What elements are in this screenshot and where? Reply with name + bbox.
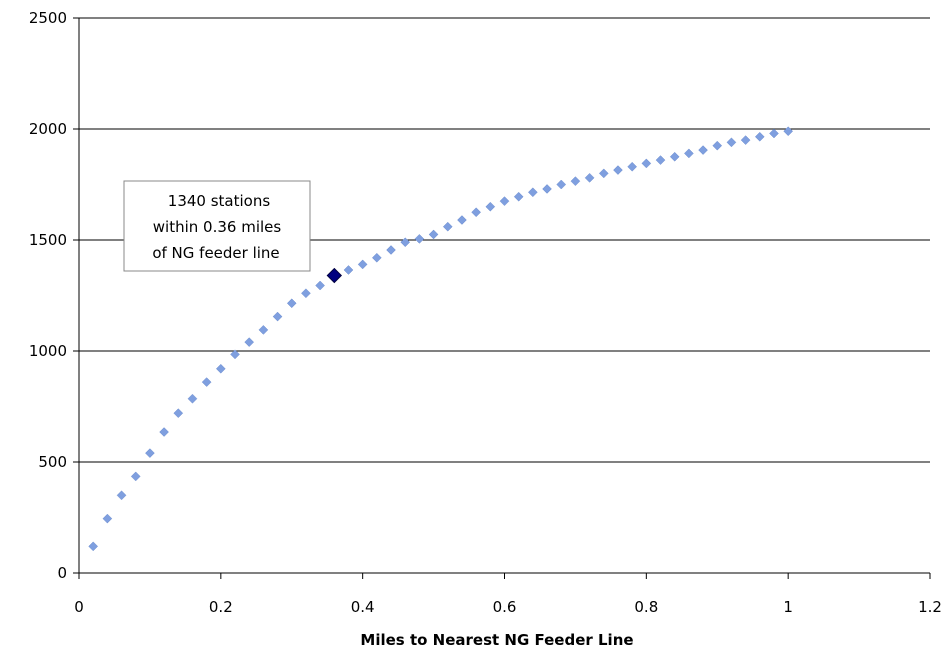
annotation: 1340 stations within 0.36 miles of NG fe… xyxy=(123,180,311,272)
data-point xyxy=(627,161,638,172)
annotation-line-3: of NG feeder line xyxy=(152,244,279,262)
data-point xyxy=(414,234,425,244)
y-tick-label: 500 xyxy=(38,453,67,471)
data-point xyxy=(116,490,127,501)
data-point xyxy=(201,377,212,387)
data-point xyxy=(528,187,538,198)
data-point xyxy=(471,207,481,218)
data-point xyxy=(783,126,794,137)
data-points xyxy=(88,126,794,552)
data-point xyxy=(88,541,99,552)
annotation-line-1: 1340 stations xyxy=(168,192,271,210)
x-tick-label: 1.2 xyxy=(918,598,942,616)
data-point xyxy=(145,448,155,458)
data-point xyxy=(187,393,198,404)
annotation-box xyxy=(123,180,311,272)
x-tick-label: 0.8 xyxy=(634,598,658,616)
data-point xyxy=(301,288,311,299)
data-point xyxy=(315,280,325,291)
data-point xyxy=(613,165,623,175)
data-point xyxy=(684,148,694,159)
x-tick-label: 0 xyxy=(74,598,84,616)
y-tick-label: 1500 xyxy=(29,231,67,249)
data-point xyxy=(698,145,708,155)
data-point xyxy=(584,172,595,183)
data-point xyxy=(428,229,439,240)
data-point xyxy=(556,179,567,190)
data-point xyxy=(641,158,652,169)
data-point xyxy=(343,265,354,275)
y-tick-label: 0 xyxy=(57,564,67,582)
data-point xyxy=(130,471,141,482)
data-point xyxy=(357,259,368,270)
data-point xyxy=(655,155,666,165)
data-point xyxy=(740,135,751,145)
data-point xyxy=(542,184,552,194)
data-point xyxy=(754,131,765,142)
data-point xyxy=(371,252,382,263)
data-point xyxy=(244,337,255,347)
data-point xyxy=(230,349,240,360)
data-point xyxy=(712,140,723,151)
data-point xyxy=(400,237,411,248)
data-point xyxy=(272,311,283,322)
data-point xyxy=(570,176,581,187)
x-axis-title: Miles to Nearest NG Feeder Line xyxy=(360,631,633,649)
data-point xyxy=(286,298,297,309)
tick-labels: 0 500 1000 1500 2000 2500 0 0.2 0.4 0.6 0.8 1 1.2 xyxy=(29,9,942,616)
data-point xyxy=(258,325,269,335)
highlight-point xyxy=(326,267,343,284)
data-point xyxy=(442,221,453,232)
x-tick-label: 0.4 xyxy=(351,598,375,616)
annotation-line-2: within 0.36 miles xyxy=(153,218,282,236)
y-tick-label: 2500 xyxy=(29,9,67,27)
data-point xyxy=(102,513,113,524)
y-tick-label: 1000 xyxy=(29,342,67,360)
x-tick-label: 0.6 xyxy=(493,598,517,616)
x-tick-label: 1 xyxy=(783,598,793,616)
data-point xyxy=(769,128,779,139)
data-point xyxy=(159,427,169,437)
data-point xyxy=(513,191,524,202)
data-point xyxy=(669,151,680,162)
data-point xyxy=(726,137,737,148)
axes xyxy=(73,17,931,579)
data-point xyxy=(499,196,510,207)
data-point xyxy=(386,245,396,255)
data-point xyxy=(598,168,609,179)
data-point xyxy=(215,363,226,374)
data-point xyxy=(173,408,184,419)
data-point xyxy=(485,201,496,212)
data-point xyxy=(457,215,467,225)
x-tick-label: 0.2 xyxy=(209,598,233,616)
y-tick-label: 2000 xyxy=(29,120,67,138)
